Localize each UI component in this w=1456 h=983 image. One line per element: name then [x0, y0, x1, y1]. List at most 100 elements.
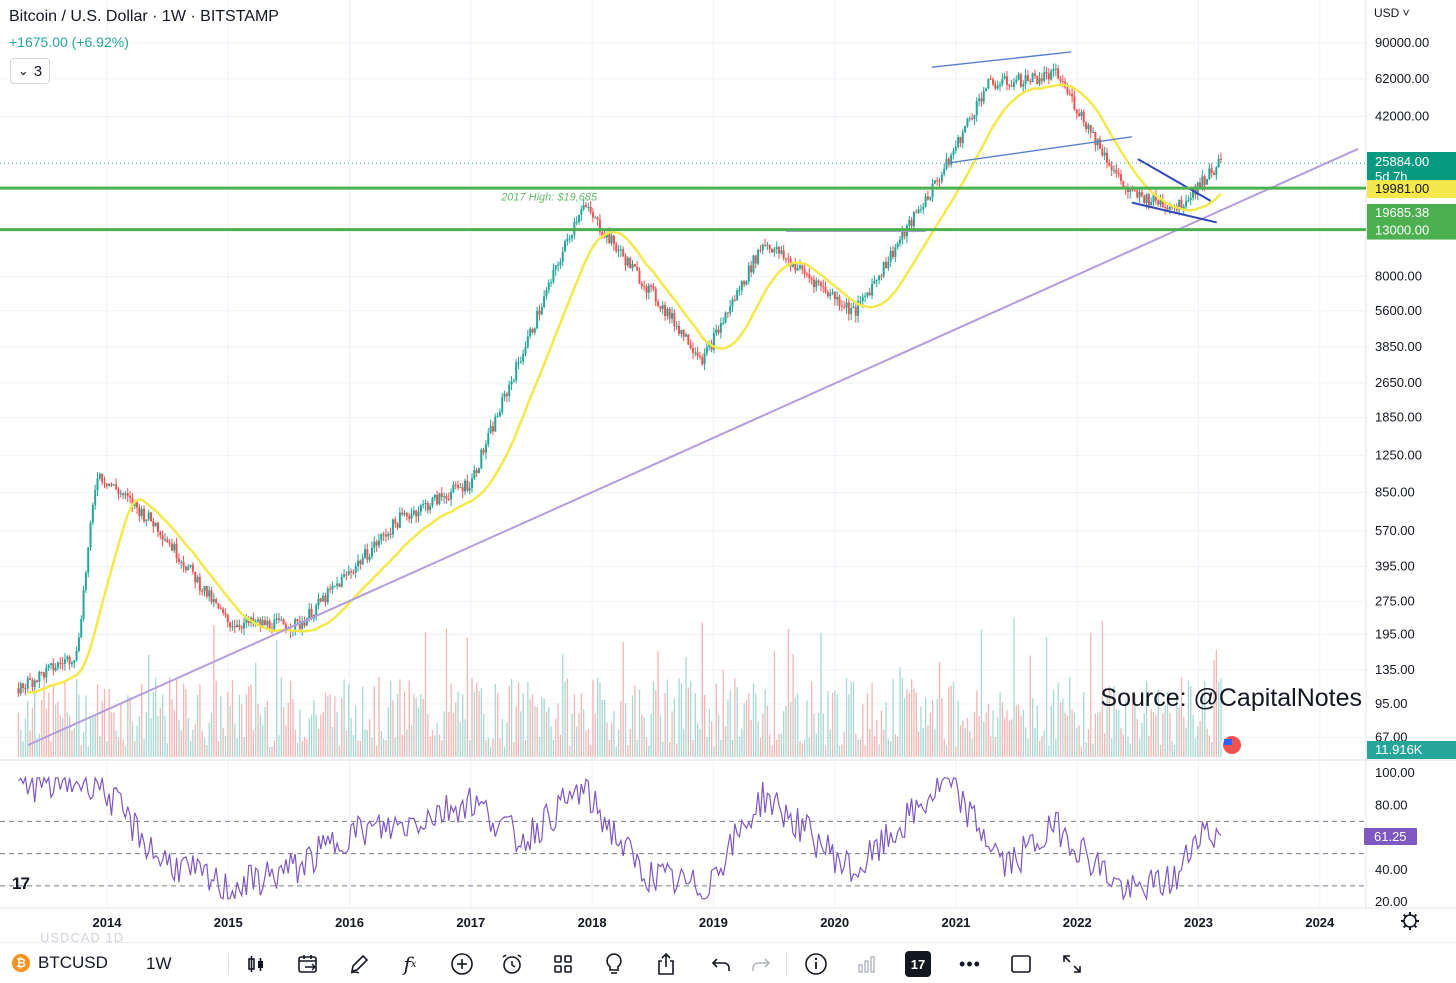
candle-body — [317, 598, 320, 606]
volume-bar — [1022, 709, 1024, 757]
volume-bar — [227, 691, 229, 757]
volume-bar — [485, 740, 487, 757]
candle-body — [787, 258, 790, 260]
candle-body — [208, 590, 211, 597]
volume-bar — [1138, 738, 1141, 757]
currency-selector[interactable]: USD ˅ — [1374, 6, 1410, 20]
volume-bar — [901, 677, 904, 757]
line-tag-13000-bg — [1367, 221, 1456, 240]
candle-body — [647, 285, 650, 293]
candle-body — [415, 510, 418, 517]
volume-bar — [220, 696, 222, 757]
volume-bar — [483, 714, 485, 757]
candle-body — [698, 355, 701, 358]
candle-body — [73, 660, 76, 663]
candle-body — [724, 312, 727, 323]
candle-body — [838, 296, 841, 306]
gear-tooth — [1413, 924, 1418, 929]
calendar-compare-icon[interactable] — [295, 951, 321, 977]
volume-bar — [578, 712, 580, 757]
volume-bar — [269, 746, 271, 757]
volume-bar — [904, 698, 906, 757]
volume-bar — [324, 692, 327, 757]
volume-bar — [310, 714, 313, 757]
candle-body — [301, 622, 304, 629]
volume-bar — [959, 725, 962, 757]
fullscreen-square-icon[interactable] — [1008, 951, 1034, 977]
price-chart-svg[interactable]: 2017 High: $19,685 Source: @CapitalNotes 9… — [0, 0, 1456, 940]
candle-body — [873, 280, 876, 284]
candle-body — [1180, 199, 1183, 209]
redo-icon[interactable] — [748, 951, 774, 977]
volume-bar — [1101, 621, 1104, 757]
volume-bar — [122, 739, 124, 757]
grid-layout-icon[interactable] — [550, 951, 576, 977]
volume-bar — [713, 746, 715, 757]
candle-body — [664, 305, 667, 317]
volume-bar — [187, 717, 189, 757]
volume-bar — [43, 678, 45, 757]
candle-body — [791, 263, 794, 267]
volume-bar — [413, 693, 415, 757]
candle-body — [866, 292, 869, 296]
candle-body — [894, 247, 897, 258]
volume-bar — [210, 712, 213, 757]
volume-bar — [887, 739, 890, 757]
lightbulb-icon[interactable] — [601, 951, 627, 977]
candle-body — [89, 522, 92, 548]
candle-body — [52, 663, 55, 671]
volume-bar — [1094, 713, 1097, 757]
share-icon[interactable] — [653, 951, 679, 977]
volume-bar — [750, 720, 752, 757]
wedge-lower-line — [1131, 201, 1217, 224]
volume-bar — [1087, 729, 1090, 757]
candle-body — [643, 286, 646, 288]
volume-bar — [1078, 725, 1080, 757]
candle-body — [568, 238, 571, 240]
alarm-clock-icon[interactable] — [499, 951, 525, 977]
volume-bar — [224, 735, 227, 757]
volume-bar — [364, 729, 366, 757]
y-tick-label: 195.00 — [1375, 627, 1415, 642]
undo-icon[interactable] — [708, 951, 734, 977]
x-tick-label: 2019 — [699, 915, 728, 930]
candle-body — [550, 282, 553, 284]
candle-body — [961, 132, 964, 144]
add-circle-icon[interactable] — [449, 951, 475, 977]
volume-bar — [1052, 690, 1055, 757]
volume-bar — [383, 738, 385, 757]
symbol-selector[interactable]: ₿ BTCUSD — [12, 953, 108, 973]
candle-body — [398, 512, 401, 528]
chart-area[interactable]: 2017 High: $19,685 Source: @CapitalNotes 9… — [0, 0, 1456, 940]
tradingview-icon[interactable]: 17 — [905, 951, 931, 977]
more-icon[interactable]: ••• — [959, 953, 981, 974]
volume-bar — [808, 737, 810, 757]
y-tick-label: 62000.00 — [1375, 71, 1429, 86]
volume-bar — [1192, 715, 1194, 757]
volume-bar — [1031, 698, 1034, 757]
candle-body — [696, 352, 699, 356]
volume-bar — [236, 738, 238, 757]
volume-bar — [799, 741, 801, 757]
gear-icon[interactable] — [1403, 914, 1417, 928]
volume-bar — [934, 728, 936, 757]
candle-body — [1101, 148, 1104, 156]
volume-bar — [862, 704, 864, 757]
tradingview-logo: 17 — [12, 874, 30, 893]
bar-chart-icon[interactable] — [854, 951, 880, 977]
indicators-toggle-button[interactable]: ⌄ 3 — [10, 58, 50, 84]
candle-body — [712, 333, 715, 350]
candle-body — [992, 79, 995, 85]
volume-bar — [1206, 728, 1208, 757]
volume-bar — [1069, 677, 1071, 757]
expand-icon[interactable] — [1059, 951, 1085, 977]
candles-icon[interactable] — [243, 951, 269, 977]
interval-selector[interactable]: 1W — [146, 954, 172, 973]
volume-bar — [431, 730, 434, 757]
volume-bar — [748, 692, 750, 757]
volume-bar — [734, 678, 736, 757]
pencil-icon[interactable] — [346, 951, 372, 977]
info-icon[interactable] — [803, 951, 829, 977]
volume-bar — [804, 739, 806, 757]
